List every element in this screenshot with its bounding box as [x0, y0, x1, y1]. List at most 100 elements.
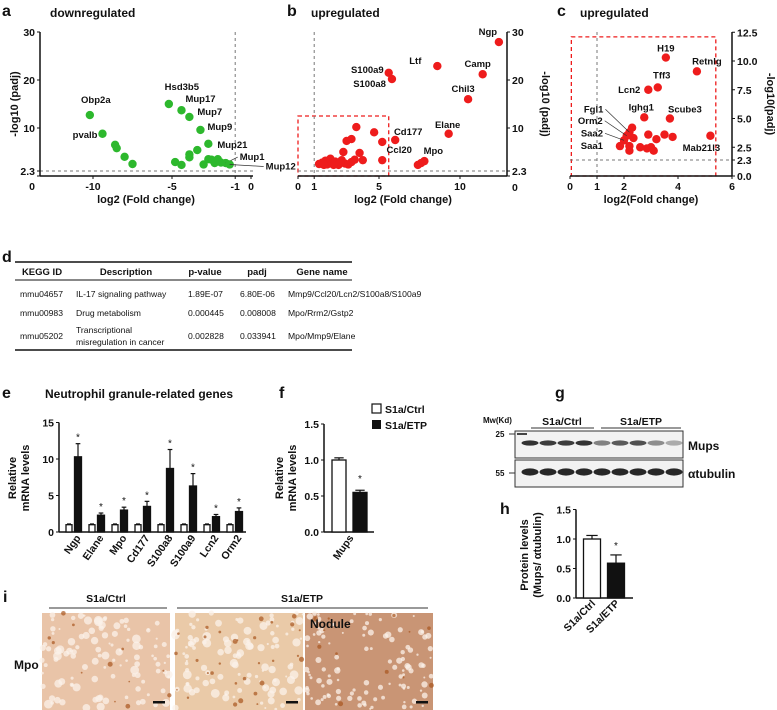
data-point — [636, 143, 645, 152]
mpo-stain-spot — [47, 636, 51, 640]
cell-vacuole — [306, 644, 309, 648]
data-point — [625, 146, 634, 155]
cell-vacuole — [336, 667, 340, 671]
cell-vacuole — [280, 703, 285, 708]
mpo-stain-spot — [61, 610, 66, 616]
cell-vacuole — [316, 613, 320, 616]
table-header: padj — [247, 267, 267, 278]
cell-vacuole — [363, 690, 369, 695]
blot-band — [593, 440, 611, 446]
mw-marker: 55 — [496, 469, 505, 478]
cell-vacuole — [397, 627, 403, 633]
cell-vacuole — [422, 634, 428, 640]
data-point — [413, 160, 423, 170]
cell-vacuole — [401, 704, 407, 710]
label-leader-line — [604, 120, 627, 137]
data-point — [98, 129, 107, 138]
cell-vacuole — [309, 676, 313, 680]
cell-vacuole — [287, 663, 294, 670]
gene-names: Mpo/Mmp9/Elane — [288, 331, 356, 341]
cell-vacuole — [95, 646, 102, 653]
cell-vacuole — [306, 613, 313, 620]
cell-vacuole — [70, 615, 76, 621]
y-tick-label: 0.5 — [556, 564, 571, 576]
y-axis-label: mRNA levels — [287, 445, 299, 512]
cell-vacuole — [341, 631, 344, 634]
cell-vacuole — [363, 703, 367, 707]
data-point — [335, 157, 345, 167]
cell-vacuole — [54, 679, 63, 688]
y-axis-label: (Mups/ αtubulin) — [532, 512, 544, 598]
point-label: Ngp — [479, 27, 498, 38]
histology-group-etp: S1a/ETP — [281, 593, 323, 605]
data-point — [463, 95, 473, 104]
cell-vacuole — [39, 644, 46, 651]
cell-vacuole — [387, 659, 393, 664]
cell-vacuole — [370, 705, 374, 709]
bar — [203, 524, 211, 533]
cell-vacuole — [160, 688, 166, 694]
cell-vacuole — [369, 647, 373, 651]
cell-vacuole — [421, 692, 428, 699]
cell-vacuole — [381, 695, 386, 700]
data-point — [204, 139, 213, 149]
blot-band — [629, 440, 647, 446]
cell-vacuole — [40, 683, 46, 689]
volcano-plot-upregulated-zoom: upregulated log2(Fold change) -log10(padj)… — [567, 6, 776, 206]
cell-vacuole — [365, 612, 369, 616]
micrograph-background — [42, 613, 170, 710]
cell-vacuole — [321, 667, 326, 672]
cell-vacuole — [133, 654, 140, 661]
point-label: Scube3 — [668, 105, 702, 116]
cell-vacuole — [266, 642, 269, 646]
cell-vacuole — [411, 698, 418, 704]
point-label: S100a8 — [353, 79, 386, 90]
cell-vacuole — [202, 632, 212, 641]
data-point — [120, 152, 129, 161]
cell-vacuole — [398, 683, 402, 687]
cell-vacuole — [349, 619, 354, 624]
blot-band — [665, 468, 683, 476]
data-point — [350, 155, 359, 164]
cell-vacuole — [377, 684, 384, 690]
data-point — [164, 99, 174, 109]
cell-vacuole — [126, 627, 131, 632]
blot-group-ctrl: S1a/Ctrl — [542, 416, 582, 428]
point-label: Chil3 — [451, 84, 474, 95]
mpo-stain-spot — [253, 636, 257, 640]
cell-vacuole — [49, 612, 56, 618]
y-tick-label: 0.0 — [556, 593, 571, 605]
cell-vacuole — [208, 610, 214, 616]
mpo-stain-spot — [322, 629, 326, 632]
cell-vacuole — [400, 656, 406, 662]
data-point — [653, 83, 662, 92]
panel-label-h: h — [500, 501, 510, 518]
cell-vacuole — [421, 704, 424, 708]
cell-vacuole — [132, 641, 141, 651]
cell-vacuole — [161, 698, 170, 707]
table-header: KEGG ID — [22, 267, 62, 278]
y-axis-label: -log10 (padj) — [9, 71, 21, 137]
data-point — [378, 137, 387, 147]
cell-vacuole — [310, 697, 313, 700]
ladder-band — [517, 433, 527, 435]
table-row: mmu05202 Transcriptional misregulation i… — [20, 325, 356, 347]
blot-band — [557, 440, 575, 446]
cell-vacuole — [70, 676, 74, 680]
cell-vacuole — [112, 658, 116, 662]
mpo-stain-spot — [114, 700, 116, 703]
cell-vacuole — [285, 675, 288, 678]
legend-swatch-ctrl — [371, 403, 382, 414]
blot-band — [611, 440, 629, 446]
cell-vacuole — [257, 644, 265, 652]
cell-vacuole — [331, 622, 335, 627]
cell-vacuole — [304, 687, 310, 693]
cell-vacuole — [235, 618, 239, 621]
cell-vacuole — [301, 613, 304, 616]
cell-vacuole — [272, 636, 279, 644]
data-point — [193, 145, 202, 155]
data-point — [692, 67, 702, 76]
cell-vacuole — [53, 656, 59, 662]
cell-vacuole — [119, 664, 122, 667]
cell-vacuole — [202, 679, 209, 687]
